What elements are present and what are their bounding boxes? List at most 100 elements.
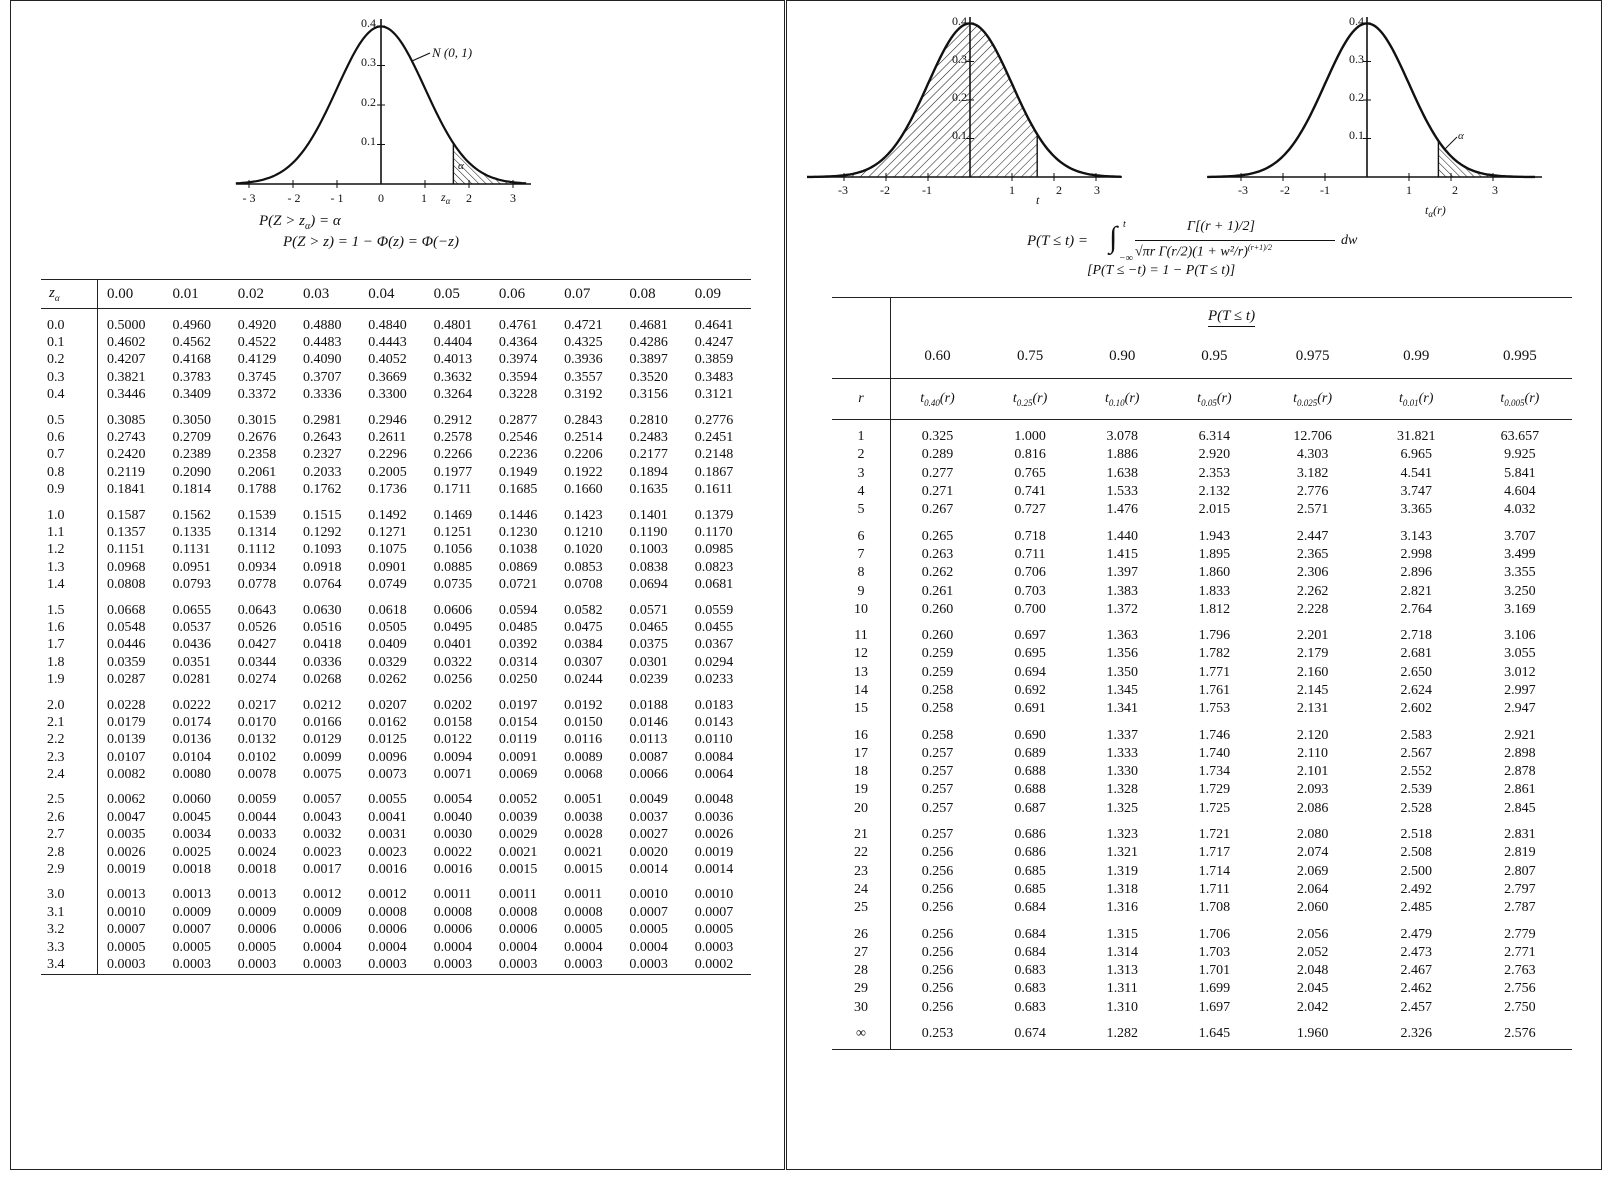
- t-label: t: [1036, 193, 1040, 207]
- row-z-value: 1.1: [41, 524, 98, 542]
- table-cell: 0.0207: [368, 697, 407, 713]
- table-cell: 0.0485: [498, 619, 538, 635]
- table-cell: 1.638: [1106, 465, 1138, 481]
- table-cell: 3.707: [1504, 528, 1536, 544]
- table-row: 30 0.256 0.683 1.310 1.697 2.042 2.457 2.750: [832, 998, 1572, 1017]
- table-cell: 0.267: [921, 502, 954, 518]
- table-row: 10 0.260 0.700 1.372 1.812 2.228 2.764 3.169: [832, 600, 1572, 619]
- column-header: 0.05: [433, 285, 460, 302]
- table-cell: 0.3632: [433, 369, 473, 385]
- table-row: 19 0.257 0.688 1.328 1.729 2.093 2.539 2.861: [832, 781, 1572, 800]
- table-row: 13 0.259 0.694 1.350 1.771 2.160 2.650 3.012: [832, 663, 1572, 682]
- table-cell: 0.3015: [237, 412, 277, 428]
- table-cell: 2.093: [1296, 782, 1329, 798]
- table-cell: 0.0008: [368, 904, 407, 920]
- table-cell: 0.0968: [107, 559, 146, 575]
- table-cell: 0.0885: [433, 559, 473, 575]
- table-cell: 2.779: [1504, 926, 1536, 942]
- table-cell: 0.0559: [694, 602, 734, 618]
- row-degrees-of-freedom: 19: [832, 781, 891, 800]
- row-degrees-of-freedom: 23: [832, 862, 891, 881]
- table-cell: 0.0084: [694, 749, 734, 765]
- table-cell: 2.042: [1296, 999, 1329, 1015]
- table-cell: 2.479: [1400, 926, 1432, 942]
- table-cell: 0.0392: [498, 637, 538, 653]
- table-cell: 0.0681: [694, 577, 734, 593]
- table-row: 25 0.256 0.684 1.316 1.708 2.060 2.485 2.787: [832, 899, 1572, 918]
- probability-column-header: 0.99: [1403, 347, 1430, 364]
- table-cell: 0.4404: [433, 335, 473, 351]
- table-cell: 0.258: [921, 727, 954, 743]
- table-cell: 0.0007: [107, 922, 146, 938]
- table-cell: 0.0019: [694, 844, 734, 860]
- table-cell: 0.1736: [368, 482, 407, 498]
- table-cell: 0.1788: [237, 482, 277, 498]
- curve-label-arrow: [411, 52, 431, 62]
- table-cell: 0.5000: [107, 317, 146, 333]
- column-header: 0.08: [629, 285, 656, 302]
- table-cell: 0.0010: [694, 887, 734, 903]
- table-cell: 0.3446: [107, 387, 146, 403]
- table-cell: 1.316: [1106, 900, 1138, 916]
- table-cell: 2.120: [1296, 727, 1329, 743]
- table-cell: 0.257: [921, 745, 954, 761]
- table-cell: 3.078: [1106, 429, 1138, 445]
- table-cell: 0.0003: [694, 939, 734, 955]
- table-row: 27 0.256 0.684 1.314 1.703 2.052 2.473 2.771: [832, 943, 1572, 963]
- table-cell: 0.4761: [498, 317, 538, 333]
- y-tick-label: 0.3: [1349, 52, 1364, 66]
- table-cell: 0.3707: [303, 369, 342, 385]
- table-cell: 0.4052: [368, 352, 407, 368]
- table-cell: 0.0475: [564, 619, 603, 635]
- table-cell: 0.0202: [433, 697, 473, 713]
- row-z-value: 3.2: [41, 921, 98, 939]
- table-cell: 0.262: [921, 565, 954, 581]
- probability-header: P(T ≤ t): [891, 298, 1573, 335]
- table-row: 1.4 0.0808 0.0793 0.0778 0.0764 0.0749 0.0735 0…: [41, 576, 751, 594]
- table-cell: 0.0052: [498, 792, 538, 808]
- row-z-value: 0.2: [41, 351, 98, 370]
- table-cell: 3.365: [1400, 502, 1432, 518]
- table-cell: 0.0668: [107, 602, 146, 618]
- table-cell: 0.691: [1014, 701, 1046, 717]
- table-cell: 0.0274: [237, 672, 277, 688]
- table-cell: 0.3372: [237, 387, 277, 403]
- table-cell: 1.706: [1198, 926, 1231, 942]
- table-cell: 0.1492: [368, 507, 407, 523]
- table-cell: 0.0256: [433, 672, 473, 688]
- table-cell: 1.729: [1198, 782, 1231, 798]
- table-cell: 2.052: [1296, 944, 1329, 960]
- row-z-value: 1.3: [41, 559, 98, 577]
- table-cell: 1.895: [1198, 546, 1231, 562]
- table-row: 21 0.257 0.686 1.323 1.721 2.080 2.518 2.831: [832, 817, 1572, 845]
- table-cell: 0.0016: [368, 862, 407, 878]
- table-cell: 0.0002: [694, 956, 734, 972]
- table-cell: 0.0026: [107, 844, 146, 860]
- table-cell: 0.0080: [172, 767, 211, 783]
- row-degrees-of-freedom: 14: [832, 681, 891, 701]
- table-cell: 0.0007: [172, 922, 211, 938]
- table-cell: 0.3936: [564, 352, 603, 368]
- table-cell: 0.259: [921, 664, 954, 680]
- table-cell: 0.4681: [629, 317, 668, 333]
- table-cell: 0.0823: [694, 559, 734, 575]
- table-cell: 0.4129: [237, 352, 277, 368]
- table-cell: 0.263: [921, 546, 954, 562]
- y-tick-label: 0.4: [952, 14, 967, 28]
- table-cell: 0.0005: [237, 939, 277, 955]
- table-cell: 0.0059: [237, 792, 277, 808]
- table-cell: 1.000: [1014, 429, 1046, 445]
- table-cell: 0.1762: [303, 482, 342, 498]
- table-cell: 1.333: [1106, 745, 1138, 761]
- cdf-hatched-area: [807, 23, 1038, 177]
- y-tick-label: 0.3: [952, 52, 967, 66]
- table-cell: 0.0048: [694, 792, 734, 808]
- table-cell: 0.3050: [172, 412, 211, 428]
- table-cell: 0.0455: [694, 619, 734, 635]
- table-cell: 0.0294: [694, 654, 734, 670]
- table-cell: 0.1230: [498, 524, 538, 540]
- table-cell: 0.4641: [694, 317, 734, 333]
- table-cell: 0.3821: [107, 369, 146, 385]
- table-row: 18 0.257 0.688 1.330 1.734 2.101 2.552 2.878: [832, 763, 1572, 782]
- t-distribution-table: P(T ≤ t) 0.60 0.75 0.90 0.95 0.975 0.99 0.995 r t…: [832, 297, 1572, 1050]
